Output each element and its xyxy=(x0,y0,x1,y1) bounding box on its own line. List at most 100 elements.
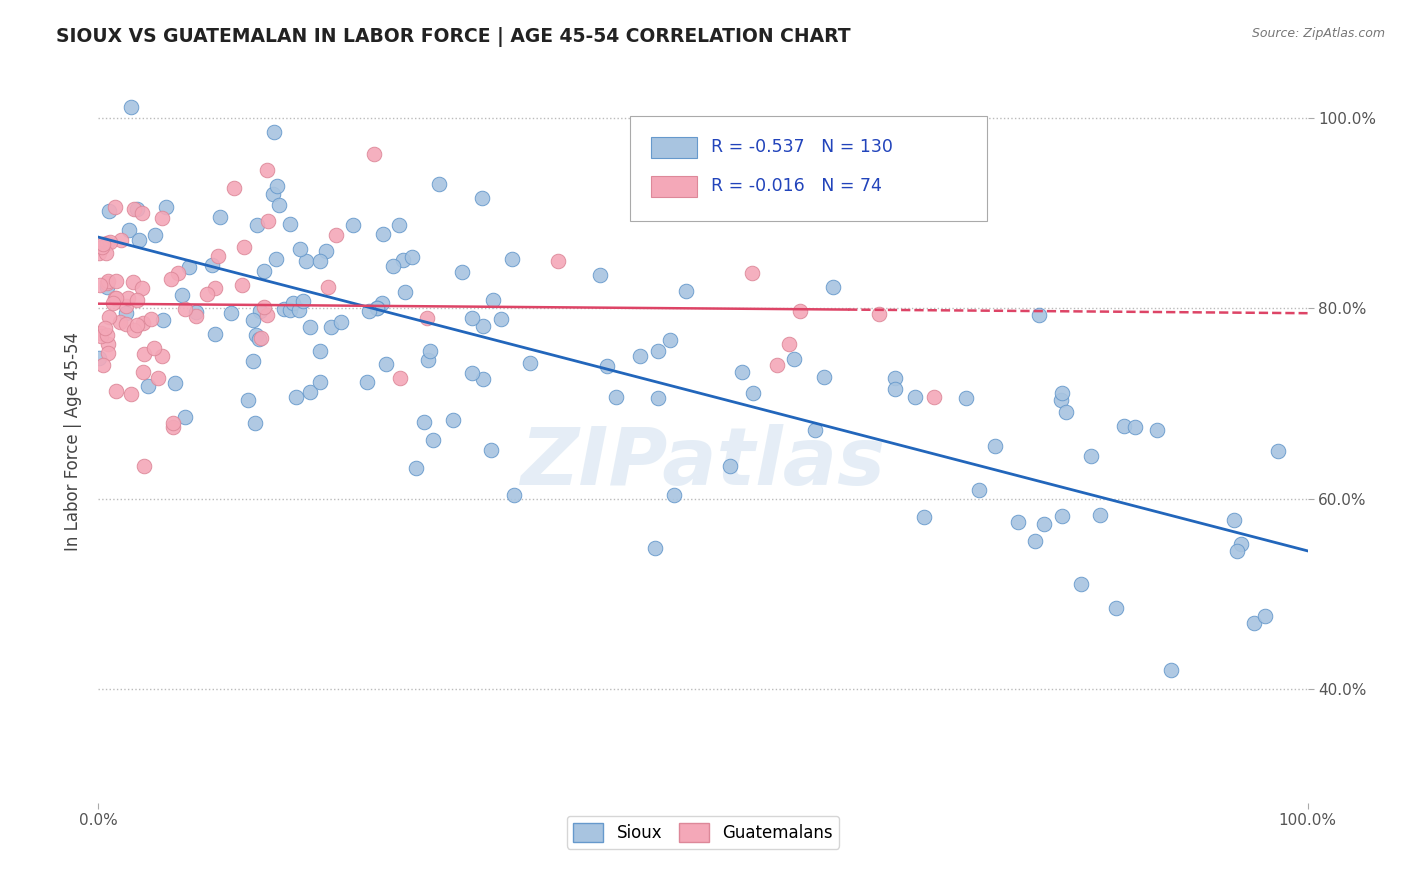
Point xyxy=(90,328,112,343)
Point xyxy=(1080,450,1102,464)
Point xyxy=(209,211,232,225)
Text: SIOUX VS GUATEMALAN IN LABOR FORCE | AGE 45-54 CORRELATION CHART: SIOUX VS GUATEMALAN IN LABOR FORCE | AGE… xyxy=(56,27,851,46)
Point xyxy=(262,187,284,202)
Point xyxy=(374,357,396,371)
Point xyxy=(329,315,352,329)
Point xyxy=(884,371,907,385)
Point xyxy=(658,333,681,347)
Point xyxy=(256,308,278,322)
Point xyxy=(823,280,845,294)
Point xyxy=(173,301,195,316)
Point xyxy=(124,202,146,216)
Point xyxy=(412,415,434,429)
Point xyxy=(204,326,226,341)
Point xyxy=(1223,513,1246,527)
Point xyxy=(441,413,464,427)
Point xyxy=(922,390,945,404)
Point xyxy=(152,313,174,327)
Point xyxy=(246,218,269,232)
Point xyxy=(204,281,226,295)
Text: Source: ZipAtlas.com: Source: ZipAtlas.com xyxy=(1251,27,1385,40)
Point xyxy=(675,284,697,298)
Point xyxy=(1230,537,1253,551)
Point xyxy=(150,349,173,363)
Point xyxy=(117,291,139,305)
Point xyxy=(221,306,243,320)
Point xyxy=(266,179,288,194)
Point xyxy=(163,376,186,390)
Point xyxy=(472,319,495,334)
Point xyxy=(266,252,288,266)
Point xyxy=(731,365,754,379)
Point xyxy=(789,304,811,318)
Point xyxy=(382,260,405,274)
Point xyxy=(1050,385,1073,400)
Point xyxy=(195,286,218,301)
Point xyxy=(96,277,118,291)
Point xyxy=(184,305,207,319)
Point xyxy=(167,266,190,280)
Point xyxy=(316,280,339,294)
Point xyxy=(366,301,388,315)
Point xyxy=(236,392,259,407)
Point xyxy=(278,302,301,317)
Point xyxy=(243,416,266,430)
Point xyxy=(253,300,276,314)
Point xyxy=(519,356,541,370)
Point xyxy=(115,317,138,331)
Point xyxy=(967,483,990,497)
Point xyxy=(308,254,330,268)
Legend: Sioux, Guatemalans: Sioux, Guatemalans xyxy=(567,816,839,848)
Point xyxy=(110,233,132,247)
Point xyxy=(1007,515,1029,529)
Point xyxy=(94,246,117,260)
Point xyxy=(419,344,441,359)
Point xyxy=(125,318,148,333)
Point xyxy=(778,337,800,351)
Point xyxy=(285,390,308,404)
Point xyxy=(250,331,273,345)
Point xyxy=(201,258,224,272)
Point xyxy=(98,235,121,249)
Point xyxy=(97,346,120,360)
Point xyxy=(139,311,162,326)
Point xyxy=(903,391,925,405)
Point xyxy=(718,459,741,474)
Point xyxy=(605,390,627,404)
Point xyxy=(489,311,512,326)
Point xyxy=(1054,405,1077,419)
Point xyxy=(162,416,184,430)
Point xyxy=(371,227,394,241)
FancyBboxPatch shape xyxy=(630,117,987,221)
Y-axis label: In Labor Force | Age 45-54: In Labor Force | Age 45-54 xyxy=(63,332,82,551)
Point xyxy=(984,439,1007,453)
Point xyxy=(418,352,440,367)
Point xyxy=(628,349,651,363)
Point xyxy=(416,311,439,326)
Point xyxy=(131,281,153,295)
Point xyxy=(1088,508,1111,522)
Point xyxy=(1050,509,1073,524)
Point xyxy=(121,387,143,401)
Point xyxy=(143,341,166,355)
Point xyxy=(162,420,184,434)
Point xyxy=(309,344,332,359)
Point xyxy=(233,240,256,254)
Point xyxy=(427,177,450,191)
Point xyxy=(471,191,494,205)
Point xyxy=(356,375,378,389)
Point xyxy=(97,274,120,288)
Point xyxy=(143,227,166,242)
Point xyxy=(782,352,804,367)
Point xyxy=(159,272,181,286)
Point xyxy=(589,268,612,283)
Bar xyxy=(651,176,697,197)
Point xyxy=(134,458,156,473)
Point xyxy=(247,332,270,346)
Point xyxy=(104,291,127,305)
Point xyxy=(132,347,155,361)
Point xyxy=(647,344,669,359)
Text: ZIPatlas: ZIPatlas xyxy=(520,425,886,502)
Point xyxy=(1226,544,1249,558)
Point xyxy=(91,358,114,372)
